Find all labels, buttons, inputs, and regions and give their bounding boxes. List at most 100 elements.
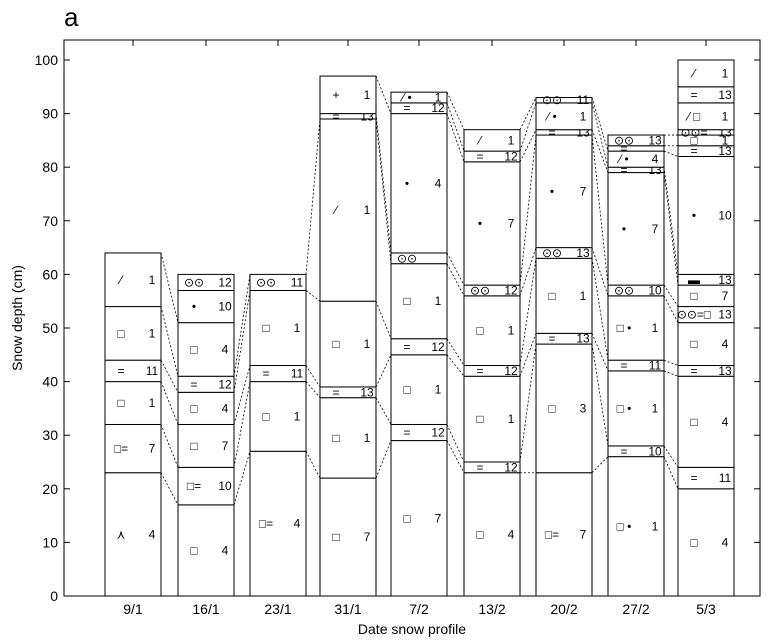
- snow-layer: [177, 322, 235, 377]
- snow-layer: [390, 263, 448, 340]
- x-tick-label: 7/2: [409, 601, 429, 617]
- hardness-code: 10: [718, 208, 732, 222]
- hardness-code: 7: [580, 184, 587, 198]
- hardness-code: 11: [291, 367, 304, 381]
- snow-layer: [319, 477, 377, 597]
- snow-layer: [249, 289, 307, 367]
- layer-connector: [519, 344, 537, 463]
- y-tick-label: 60: [42, 266, 58, 282]
- hardness-code: 1: [364, 88, 371, 102]
- snow-layer: [607, 134, 665, 147]
- x-tick-label: 13/2: [478, 601, 505, 617]
- layer-connector: [233, 451, 251, 505]
- grain-symbol: ⁄: [476, 133, 483, 147]
- snow-layer: [677, 322, 735, 367]
- grain-symbol: □: [403, 511, 410, 525]
- grain-symbol: ⁄ •: [544, 109, 557, 123]
- grain-symbol: ⊙⊙: [470, 283, 490, 297]
- grain-symbol: =: [117, 364, 124, 378]
- snow-layer: [535, 97, 593, 104]
- hardness-code: 12: [431, 340, 445, 354]
- grain-symbol: □: [190, 439, 197, 453]
- profile-columns: ⋏ 4□= 7□ 1= 11□ 1⁄ 1□ 4□= 10□ 7□ 4= 12□ 4• 10⊙⊙ 12□= 4□…: [104, 59, 735, 597]
- grain-symbol: ⊙⊙: [397, 251, 417, 265]
- x-tick-label: 27/2: [622, 601, 649, 617]
- grain-symbol: =: [403, 340, 410, 354]
- grain-symbol: ⊙⊙: [614, 283, 634, 297]
- hardness-code: 11: [146, 364, 159, 378]
- layer-connector: [375, 301, 392, 339]
- grain-symbol: □=: [545, 527, 559, 541]
- grain-symbol: □: [476, 527, 483, 541]
- snow-layer: [177, 504, 235, 597]
- layer-connector: [446, 338, 465, 366]
- hardness-code: 7: [435, 511, 442, 525]
- grain-symbol: ⁄: [332, 203, 339, 217]
- layer-connector: [591, 247, 609, 296]
- hardness-code: 12: [504, 460, 518, 474]
- hardness-code: 7: [222, 439, 229, 453]
- grain-symbol: =: [620, 444, 627, 458]
- snow-layer: [677, 488, 735, 597]
- layer-connector: [375, 354, 392, 388]
- y-tick-label: 20: [42, 481, 58, 497]
- snow-layer: [607, 456, 665, 597]
- layer-connector: [160, 306, 179, 377]
- layer-connector: [446, 102, 465, 152]
- grain-symbol: ⁄ •: [616, 152, 629, 166]
- grain-symbol: =: [262, 367, 269, 381]
- y-tick-label: 90: [42, 106, 58, 122]
- grain-symbol: •: [192, 300, 196, 314]
- layer-connector: [591, 333, 609, 372]
- snow-layer: [463, 129, 521, 152]
- layer-connector: [375, 113, 392, 254]
- hardness-code: 4: [722, 535, 729, 549]
- layer-connector: [233, 290, 251, 393]
- grain-symbol: =: [690, 88, 697, 102]
- grain-symbol: □=: [114, 442, 128, 456]
- layer-connector: [519, 134, 537, 286]
- hardness-code: 1: [508, 412, 515, 426]
- hardness-code: 1: [652, 321, 659, 335]
- grain-symbol: □ •: [617, 401, 632, 415]
- grain-symbol: □: [262, 321, 269, 335]
- hardness-code: 13: [718, 308, 732, 322]
- grain-symbol: =: [476, 149, 483, 163]
- layer-connectors: [160, 75, 679, 506]
- grain-symbol: =: [476, 364, 483, 378]
- hardness-code: 12: [431, 101, 445, 115]
- grain-symbol: □: [548, 401, 555, 415]
- grain-symbol: ⊙⊙: [542, 246, 562, 260]
- grain-symbol: □: [690, 337, 697, 351]
- y-tick-label: 10: [42, 534, 58, 550]
- hardness-code: 7: [508, 216, 515, 230]
- grain-symbol: □: [690, 415, 697, 429]
- hardness-code: 4: [722, 415, 729, 429]
- layer-connector: [305, 451, 321, 479]
- layer-connector: [663, 167, 679, 275]
- layer-connector: [663, 295, 679, 323]
- hardness-code: 12: [504, 283, 518, 297]
- grain-symbol: =: [403, 101, 410, 115]
- hardness-code: 13: [718, 88, 732, 102]
- hardness-code: 4: [508, 527, 515, 541]
- snow-layer: [677, 102, 735, 131]
- hardness-code: 1: [435, 91, 442, 105]
- hardness-code: 13: [576, 332, 590, 346]
- layer-connector: [160, 472, 179, 506]
- layer-connector: [663, 370, 679, 377]
- snow-layer: [535, 343, 593, 474]
- grain-symbol: ⊙⊙: [256, 275, 276, 289]
- hardness-code: 1: [149, 396, 156, 410]
- layer-connector: [160, 252, 179, 323]
- grain-symbol: □ •: [617, 519, 632, 533]
- snow-layer: [104, 252, 162, 308]
- layer-connector: [446, 354, 465, 377]
- grain-symbol: □: [476, 324, 483, 338]
- grain-symbol: □: [332, 337, 339, 351]
- hardness-code: 7: [149, 442, 156, 456]
- y-tick-label: 70: [42, 213, 58, 229]
- hardness-code: 11: [719, 471, 732, 485]
- grain-symbol: □: [332, 530, 339, 544]
- layer-connector: [375, 118, 392, 264]
